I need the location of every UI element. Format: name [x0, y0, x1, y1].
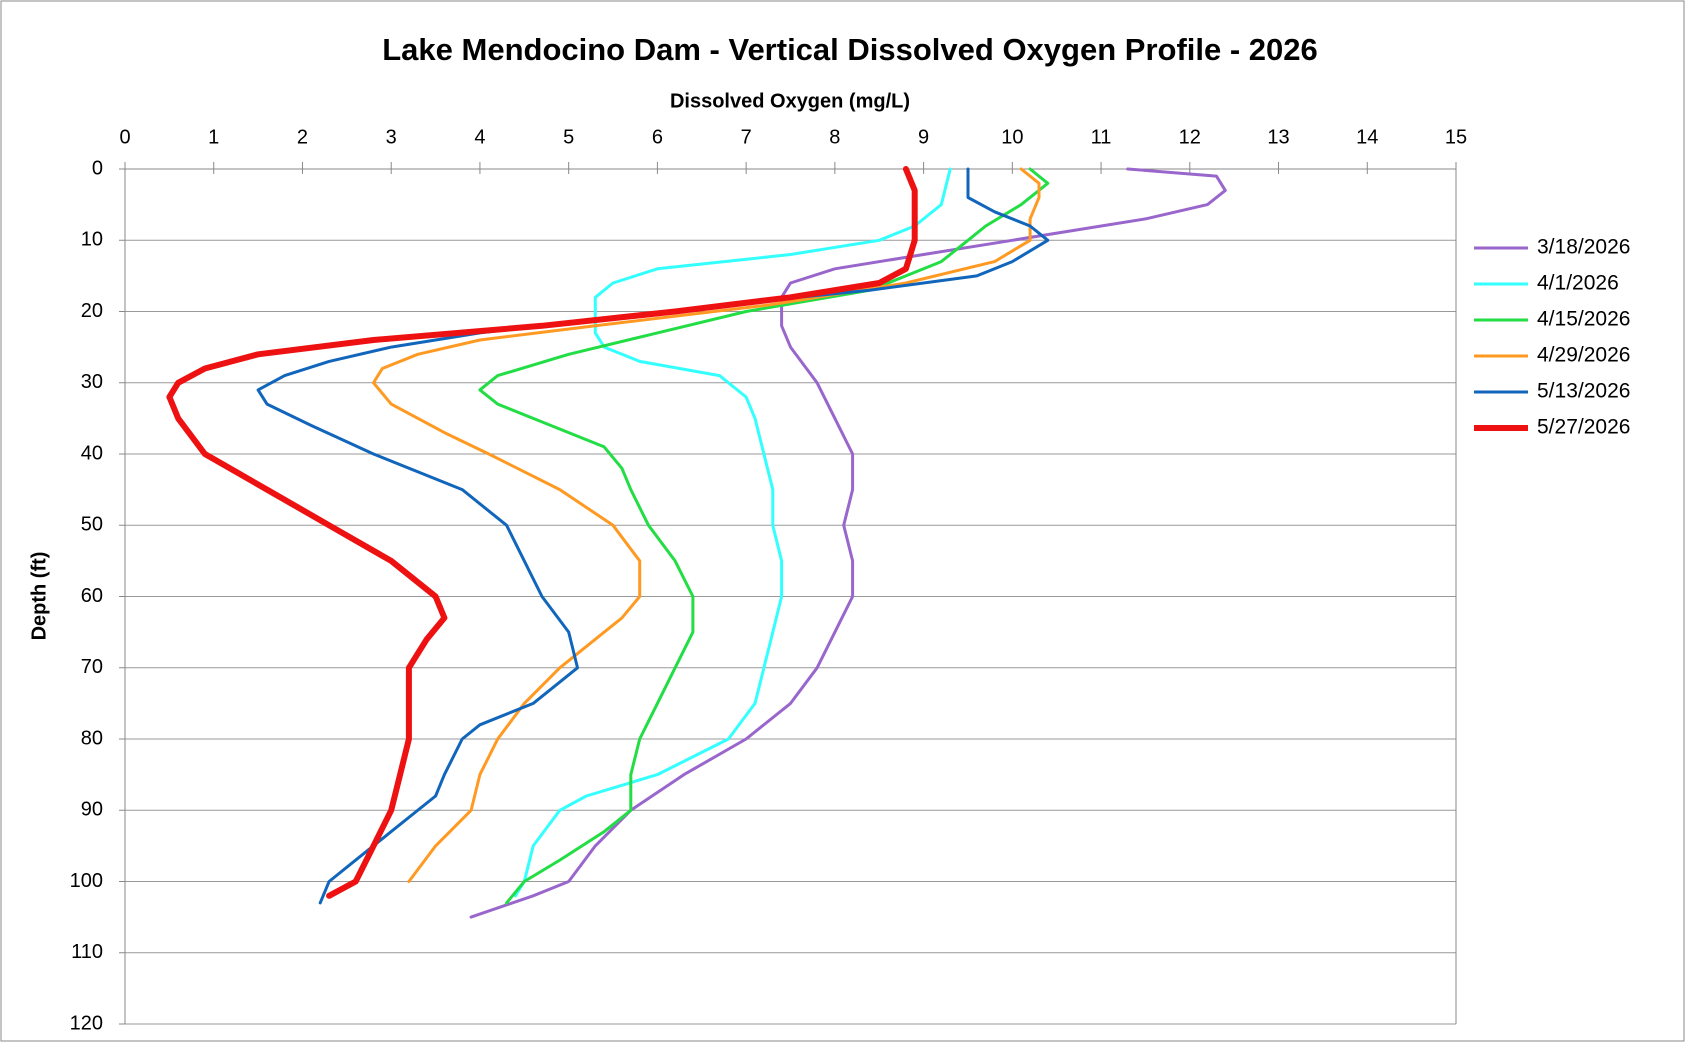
y-tick-label: 50: [81, 514, 103, 536]
x-tick-label: 9: [918, 126, 929, 148]
x-tick-label: 6: [652, 126, 663, 148]
y-tick-label: 10: [81, 229, 103, 251]
series-line: [513, 167, 952, 898]
chart-title: Lake Mendocino Dam - Vertical Dissolved …: [382, 32, 1318, 67]
x-tick-label: 3: [386, 126, 397, 148]
x-tick-label: 14: [1356, 126, 1378, 148]
y-tick-label: 30: [81, 371, 103, 393]
y-tick-label: 80: [81, 727, 103, 749]
legend-label: 4/1/2026: [1537, 272, 1619, 295]
y-tick-label: 110: [71, 941, 103, 963]
x-tick-label: 4: [474, 126, 485, 148]
legend-label: 3/18/2026: [1537, 236, 1630, 259]
x-tick-label: 11: [1091, 126, 1112, 148]
x-tick-label: 1: [208, 126, 219, 148]
x-tick-label: 12: [1179, 126, 1201, 148]
y-tick-label: 100: [70, 870, 103, 892]
y-tick-label: 40: [81, 442, 103, 464]
x-tick-label: 2: [297, 126, 308, 148]
x-tick-label: 0: [119, 126, 130, 148]
x-tick-label: 13: [1267, 126, 1289, 148]
y-tick-label: 20: [81, 300, 103, 322]
x-tick-label: 8: [829, 126, 840, 148]
y-tick-label: 60: [81, 585, 103, 607]
series-line: [469, 167, 1227, 919]
x-tick-label: 5: [563, 126, 574, 148]
x-tick-label: 7: [741, 126, 752, 148]
legend-label: 4/15/2026: [1537, 308, 1630, 331]
x-tick-label: 10: [1001, 126, 1023, 148]
y-tick-label: 0: [92, 157, 103, 179]
legend-label: 5/13/2026: [1537, 380, 1630, 403]
y-tick-label: 70: [81, 656, 103, 678]
series-line: [372, 167, 1041, 883]
x-tick-label: 15: [1445, 126, 1467, 148]
y-axis-label: Depth (ft): [28, 552, 50, 641]
legend-label: 5/27/2026: [1537, 416, 1630, 439]
series-line: [478, 167, 1050, 905]
y-tick-label: 90: [81, 799, 103, 821]
y-tick-label: 120: [70, 1012, 103, 1034]
legend-label: 4/29/2026: [1537, 344, 1630, 367]
x-axis-label: Dissolved Oxygen (mg/L): [670, 90, 910, 112]
series-line: [256, 167, 1050, 905]
series-line: [166, 166, 918, 899]
